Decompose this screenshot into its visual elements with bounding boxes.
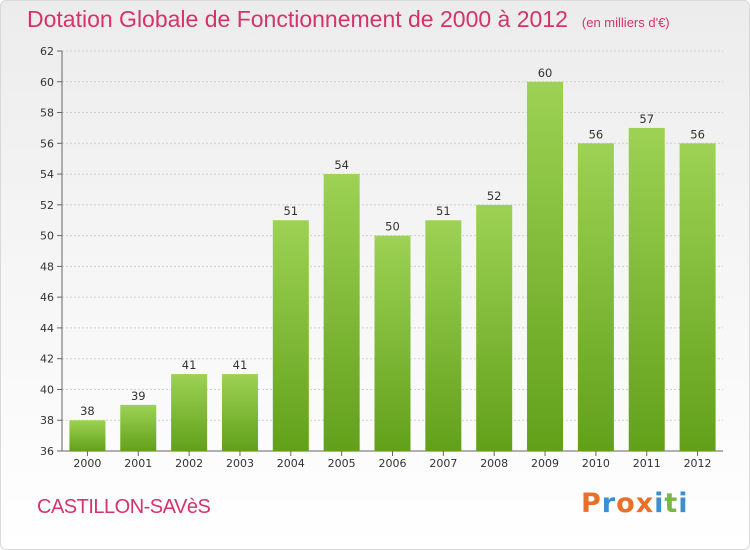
y-tick-label: 40 (40, 383, 54, 396)
chart-subtitle: (en milliers d'€) (581, 15, 670, 30)
proxiti-logo[interactable]: Proxiti (581, 488, 689, 519)
y-tick-label: 46 (40, 291, 54, 304)
bar-value-label: 41 (233, 358, 248, 372)
y-tick-label: 62 (40, 45, 54, 58)
bar-value-label: 39 (131, 389, 146, 403)
x-tick-label: 2010 (582, 457, 610, 470)
bar-value-label: 57 (639, 112, 654, 126)
logo-letter: i (654, 488, 665, 519)
bar (577, 143, 614, 452)
bar-value-label: 51 (283, 204, 298, 218)
y-tick-label: 60 (40, 76, 54, 89)
logo-letter: P (581, 488, 602, 519)
commune-name: CASTILLON-SAVèS (37, 496, 211, 518)
x-tick-label: 2004 (277, 457, 305, 470)
x-tick-label: 2001 (124, 457, 152, 470)
logo-letter: t (664, 488, 679, 519)
bar (69, 420, 106, 451)
bar-value-label: 54 (334, 158, 349, 172)
x-tick-label: 2011 (633, 457, 661, 470)
x-tick-label: 2005 (328, 457, 356, 470)
bar (323, 174, 360, 452)
y-tick-label: 52 (40, 199, 54, 212)
bar-value-label: 41 (182, 358, 197, 372)
bar (425, 220, 462, 451)
x-tick-label: 2003 (226, 457, 254, 470)
logo-letter: i (678, 488, 689, 519)
bar-value-label: 51 (436, 204, 451, 218)
bar (171, 374, 208, 451)
x-tick-label: 2006 (379, 457, 407, 470)
bar (221, 374, 258, 451)
y-tick-label: 36 (40, 445, 54, 458)
bar (120, 404, 157, 451)
x-tick-label: 2000 (73, 457, 101, 470)
bar (527, 81, 564, 452)
y-tick-label: 44 (40, 322, 54, 335)
chart-title: Dotation Globale de Fonctionnement de 20… (27, 6, 670, 33)
x-tick-label: 2009 (531, 457, 559, 470)
bar-value-label: 52 (487, 189, 502, 203)
x-tick-label: 2008 (480, 457, 508, 470)
y-tick-label: 48 (40, 260, 54, 273)
logo-letter: r (601, 488, 617, 519)
bar-value-label: 60 (538, 66, 553, 80)
y-tick-label: 42 (40, 353, 54, 366)
bar-value-label: 38 (80, 404, 95, 418)
bar (476, 204, 513, 451)
y-tick-label: 58 (40, 107, 54, 120)
y-tick-label: 38 (40, 414, 54, 427)
y-tick-label: 54 (40, 168, 54, 181)
bar (272, 220, 309, 451)
logo-letter: o (616, 488, 636, 519)
x-tick-label: 2007 (429, 457, 457, 470)
bar (628, 127, 665, 451)
x-tick-label: 2012 (684, 457, 712, 470)
bar-value-label: 50 (385, 220, 400, 234)
title-text: Dotation Globale de Fonctionnement de 20… (27, 6, 568, 32)
x-tick-label: 2002 (175, 457, 203, 470)
bar-value-label: 56 (589, 127, 604, 141)
bar (679, 143, 716, 452)
y-tick-label: 50 (40, 230, 54, 243)
logo-letter: x (635, 488, 655, 519)
y-tick-label: 56 (40, 137, 54, 150)
bar-value-label: 56 (690, 127, 705, 141)
bar (374, 235, 411, 451)
